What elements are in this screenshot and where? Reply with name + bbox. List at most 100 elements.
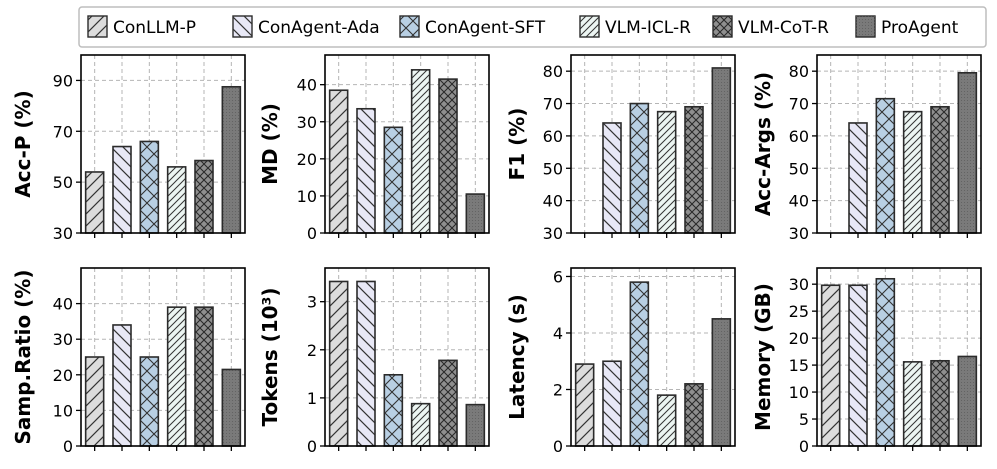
bar-proagent bbox=[711, 67, 732, 234]
y-axis-label: Memory (GB) bbox=[751, 283, 775, 431]
chart-panel-memory-gb: 0 5 10 15 20 25 30 Memory (GB) bbox=[751, 267, 982, 456]
axes-frame bbox=[80, 54, 246, 234]
bar-vlm-icl-r bbox=[656, 110, 677, 234]
bar-hatch bbox=[684, 105, 704, 234]
bar-vlm-icl-r bbox=[902, 361, 923, 447]
bar-hatch bbox=[112, 145, 132, 234]
bar-vlm-cot-r bbox=[438, 359, 458, 447]
y-tick-label: 30 bbox=[297, 113, 317, 132]
bar-hatch bbox=[410, 69, 431, 234]
y-tick-label: 5 bbox=[799, 410, 809, 429]
y-tick-label: 15 bbox=[789, 356, 809, 375]
bar-vlm-icl-r bbox=[166, 166, 187, 234]
bar-conagent-ada bbox=[848, 284, 868, 447]
y-tick-label: 25 bbox=[789, 302, 809, 321]
y-tick-label: 20 bbox=[53, 366, 73, 385]
chart-panel-f1: 30 40 50 60 70 80 F1 (%) bbox=[505, 54, 736, 243]
bar-proagent bbox=[465, 193, 486, 234]
y-tick-label: 2 bbox=[307, 341, 317, 360]
bar-conllm-p bbox=[820, 284, 841, 447]
bar-hatch bbox=[875, 277, 896, 447]
bar-hatch bbox=[465, 403, 486, 447]
bar-hatch bbox=[194, 159, 214, 234]
legend-item-conagent-ada: ConAgent-Ada bbox=[232, 15, 380, 38]
y-tick-label: 60 bbox=[543, 127, 563, 146]
bar-hatch bbox=[356, 280, 376, 447]
bar-hatch bbox=[465, 193, 486, 234]
bar-vlm-icl-r bbox=[166, 306, 187, 447]
y-tick-label: 1 bbox=[307, 389, 317, 408]
y-tick-label: 0 bbox=[799, 437, 809, 456]
bar-conllm-p bbox=[574, 363, 595, 447]
legend-item-vlm-cot-r: VLM-CoT-R bbox=[712, 15, 829, 38]
bar-hatch bbox=[957, 72, 978, 234]
y-tick-label: 50 bbox=[543, 159, 563, 178]
bar-conagent-sft bbox=[383, 373, 404, 447]
y-tick-label: 10 bbox=[53, 401, 73, 420]
y-tick-label: 80 bbox=[543, 62, 563, 81]
bar-hatch bbox=[383, 126, 404, 234]
y-tick-label: 30 bbox=[53, 330, 73, 349]
bar-hatch bbox=[166, 166, 187, 234]
y-tick-label: 20 bbox=[789, 329, 809, 348]
y-tick-label: 30 bbox=[53, 224, 73, 243]
bar-hatch bbox=[221, 368, 242, 447]
axes-frame bbox=[816, 54, 982, 234]
legend-label: VLM-ICL-R bbox=[605, 18, 691, 38]
legend-swatch-hatch bbox=[88, 16, 107, 37]
chart-panel-acc-p: 30 50 70 90 Acc-P (%) bbox=[11, 54, 246, 243]
y-tick-label: 10 bbox=[297, 187, 317, 206]
y-tick-label: 4 bbox=[553, 324, 563, 343]
y-tick-label: 90 bbox=[53, 71, 73, 90]
y-tick-label: 30 bbox=[543, 224, 563, 243]
bar-vlm-cot-r bbox=[194, 159, 214, 234]
legend-swatch-hatch bbox=[856, 16, 875, 37]
bar-hatch bbox=[820, 284, 841, 447]
y-tick-label: 0 bbox=[307, 437, 317, 456]
bar-hatch bbox=[139, 356, 160, 447]
y-tick-label: 40 bbox=[789, 192, 809, 211]
bar-vlm-icl-r bbox=[902, 110, 923, 234]
bar-conagent-sft bbox=[139, 356, 160, 447]
legend-item-conagent-sft: ConAgent-SFT bbox=[399, 15, 546, 38]
bar-vlm-cot-r bbox=[684, 105, 704, 234]
y-tick-label: 10 bbox=[789, 383, 809, 402]
bar-hatch bbox=[711, 67, 732, 234]
bar-hatch bbox=[957, 355, 978, 447]
chart-panel-latency-s: 0 2 4 6 Latency (s) bbox=[505, 267, 736, 456]
y-axis-label: Samp.Ratio (%) bbox=[11, 270, 35, 445]
bar-conllm-p bbox=[84, 356, 105, 447]
bar-conagent-ada bbox=[112, 324, 132, 447]
legend: ConLLM-P ConAgent-Ada ConAgent-SFT VLM-ICL-… bbox=[78, 6, 987, 48]
y-tick-label: 0 bbox=[307, 224, 317, 243]
bar-conagent-sft bbox=[383, 126, 404, 234]
bar-vlm-cot-r bbox=[194, 306, 214, 447]
bar-conagent-sft bbox=[629, 102, 650, 234]
bar-hatch bbox=[902, 361, 923, 447]
bar-hatch bbox=[356, 107, 376, 234]
bar-conagent-sft bbox=[629, 281, 650, 447]
legend-swatch-hatch bbox=[400, 16, 419, 37]
bar-hatch bbox=[410, 402, 431, 447]
bar-vlm-cot-r bbox=[930, 105, 950, 234]
legend-label: ConLLM-P bbox=[113, 18, 196, 38]
bar-vlm-cot-r bbox=[930, 359, 950, 447]
bar-hatch bbox=[84, 171, 105, 234]
y-axis-label: Tokens (10³) bbox=[258, 287, 282, 426]
y-tick-label: 70 bbox=[543, 95, 563, 114]
bar-conagent-ada bbox=[356, 280, 376, 447]
y-axis-label: Acc-Args (%) bbox=[751, 72, 775, 216]
bar-hatch bbox=[438, 359, 458, 447]
legend-frame bbox=[78, 6, 987, 48]
y-tick-label: 40 bbox=[543, 192, 563, 211]
y-tick-label: 2 bbox=[553, 380, 563, 399]
y-tick-label: 40 bbox=[297, 76, 317, 95]
y-tick-label: 50 bbox=[789, 159, 809, 178]
y-tick-label: 0 bbox=[63, 437, 73, 456]
bar-hatch bbox=[656, 110, 677, 234]
bar-conagent-ada bbox=[602, 122, 622, 234]
y-tick-label: 20 bbox=[297, 150, 317, 169]
bar-hatch bbox=[84, 356, 105, 447]
bar-hatch bbox=[383, 373, 404, 447]
legend-swatch-hatch bbox=[233, 16, 252, 37]
